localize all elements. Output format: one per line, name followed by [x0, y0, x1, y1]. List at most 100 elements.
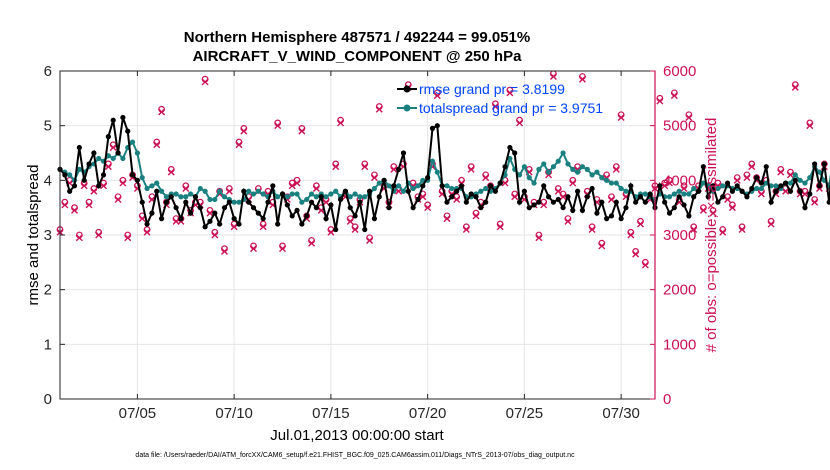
- totalspread-point: [681, 191, 687, 197]
- obs-assimilated-marker: [298, 127, 306, 135]
- rmse-point: [816, 183, 823, 189]
- totalspread-point: [415, 183, 421, 189]
- obs-assimilated-marker: [279, 245, 287, 253]
- totalspread-point: [158, 188, 165, 194]
- obs-assimilated-marker: [124, 234, 132, 242]
- totalspread-point: [202, 188, 208, 194]
- y-tick-label-right: 0: [663, 391, 671, 408]
- rmse-point: [763, 164, 769, 170]
- totalspread-point: [289, 191, 295, 197]
- totalspread-point: [333, 188, 339, 194]
- rmse-point: [342, 188, 349, 194]
- legend-rmse-text: rmse grand pr = 3.8199: [419, 81, 565, 97]
- totalspread-point: [352, 191, 358, 197]
- rmse-point: [386, 205, 392, 211]
- totalspread-point: [362, 194, 368, 200]
- rmse-point: [773, 188, 779, 194]
- rmse-point: [284, 202, 290, 208]
- rmse-point: [260, 216, 266, 222]
- totalspread-point: [618, 185, 624, 192]
- totalspread-point: [526, 175, 532, 181]
- rmse-point: [594, 210, 600, 216]
- rmse-point: [163, 199, 170, 205]
- totalspread-point: [357, 194, 363, 200]
- rmse-point: [221, 205, 228, 211]
- obs-assimilated-marker: [806, 122, 814, 130]
- rmse-point: [628, 183, 634, 189]
- totalspread-point: [294, 191, 300, 197]
- rmse-point: [105, 134, 111, 140]
- totalspread-point: [715, 185, 721, 192]
- rmse-point: [76, 144, 82, 151]
- rmse-point: [565, 194, 571, 200]
- obs-assimilated-marker: [71, 206, 79, 214]
- rmse-point: [516, 199, 523, 205]
- x-tick-label: 07/30: [602, 405, 640, 422]
- totalspread-point: [110, 155, 116, 162]
- totalspread-point: [676, 188, 682, 194]
- totalspread-point: [67, 172, 73, 178]
- rmse-point: [749, 185, 755, 192]
- totalspread-point: [555, 158, 561, 164]
- rmse-point: [168, 194, 174, 200]
- totalspread-point: [550, 164, 557, 170]
- obs-assimilated-marker: [791, 83, 799, 91]
- obs-assimilated-marker: [627, 231, 635, 239]
- y-tick-label-left: 3: [44, 227, 52, 244]
- obs-assimilated-marker: [240, 127, 248, 135]
- data-file-footer: data file: /Users/raeder/DAI/ATM_forcXX/…: [135, 452, 575, 459]
- obs-assimilated-marker: [109, 144, 117, 152]
- rmse-point: [158, 216, 165, 222]
- rmse-point: [110, 117, 116, 123]
- obs-assimilated-marker: [641, 261, 649, 269]
- obs-assimilated-marker: [632, 250, 640, 258]
- obs-assimilated-marker: [366, 236, 374, 244]
- rmse-point: [695, 188, 702, 194]
- totalspread-point: [347, 194, 353, 200]
- totalspread-point: [76, 166, 82, 172]
- obs-assimilated-marker: [506, 89, 514, 97]
- obs-assimilated-marker: [569, 179, 577, 187]
- totalspread-point: [700, 180, 706, 186]
- obs-assimilated-marker: [607, 195, 615, 203]
- obs-assimilated-marker: [182, 185, 190, 193]
- obs-assimilated-marker: [443, 215, 451, 223]
- obs-assimilated-marker: [786, 171, 794, 179]
- totalspread-point: [250, 191, 257, 197]
- rmse-point: [144, 221, 150, 227]
- rmse-point: [415, 196, 421, 203]
- rmse-point: [608, 213, 615, 219]
- totalspread-point: [604, 177, 610, 183]
- totalspread-point: [720, 183, 726, 189]
- rmse-point: [299, 221, 305, 227]
- rmse-point: [115, 150, 121, 156]
- obs-assimilated-marker: [419, 193, 427, 201]
- y-tick-label-right: 3000: [663, 227, 696, 244]
- rmse-point: [691, 194, 697, 200]
- totalspread-point: [386, 183, 392, 189]
- legend-spread-marker: [403, 104, 411, 112]
- totalspread-point: [449, 185, 455, 192]
- rmse-point: [512, 150, 518, 156]
- totalspread-point: [120, 155, 126, 162]
- totalspread-point: [163, 194, 170, 200]
- x-axis-label: Jul.01,2013 00:00:00 start: [270, 427, 444, 444]
- rmse-point: [700, 164, 706, 170]
- obs-assimilated-marker: [104, 163, 112, 171]
- rmse-point: [599, 199, 605, 205]
- rmse-point: [686, 213, 692, 219]
- obs-assimilated-marker: [153, 141, 161, 149]
- y-tick-label-left: 0: [44, 391, 52, 408]
- y-axis-label-right: # of obs: o=possible; ×=assimilated: [703, 118, 720, 353]
- obs-assimilated-marker: [719, 228, 727, 236]
- totalspread-point: [516, 172, 523, 178]
- rmse-point: [323, 216, 329, 222]
- rmse-point: [255, 210, 261, 216]
- totalspread-point: [96, 155, 102, 162]
- obs-assimilated-marker: [690, 226, 698, 234]
- obs-assimilated-marker: [433, 92, 441, 100]
- totalspread-point: [313, 194, 319, 200]
- totalspread-point: [594, 169, 600, 175]
- obs-assimilated-marker: [288, 182, 296, 190]
- rmse-point: [313, 205, 319, 211]
